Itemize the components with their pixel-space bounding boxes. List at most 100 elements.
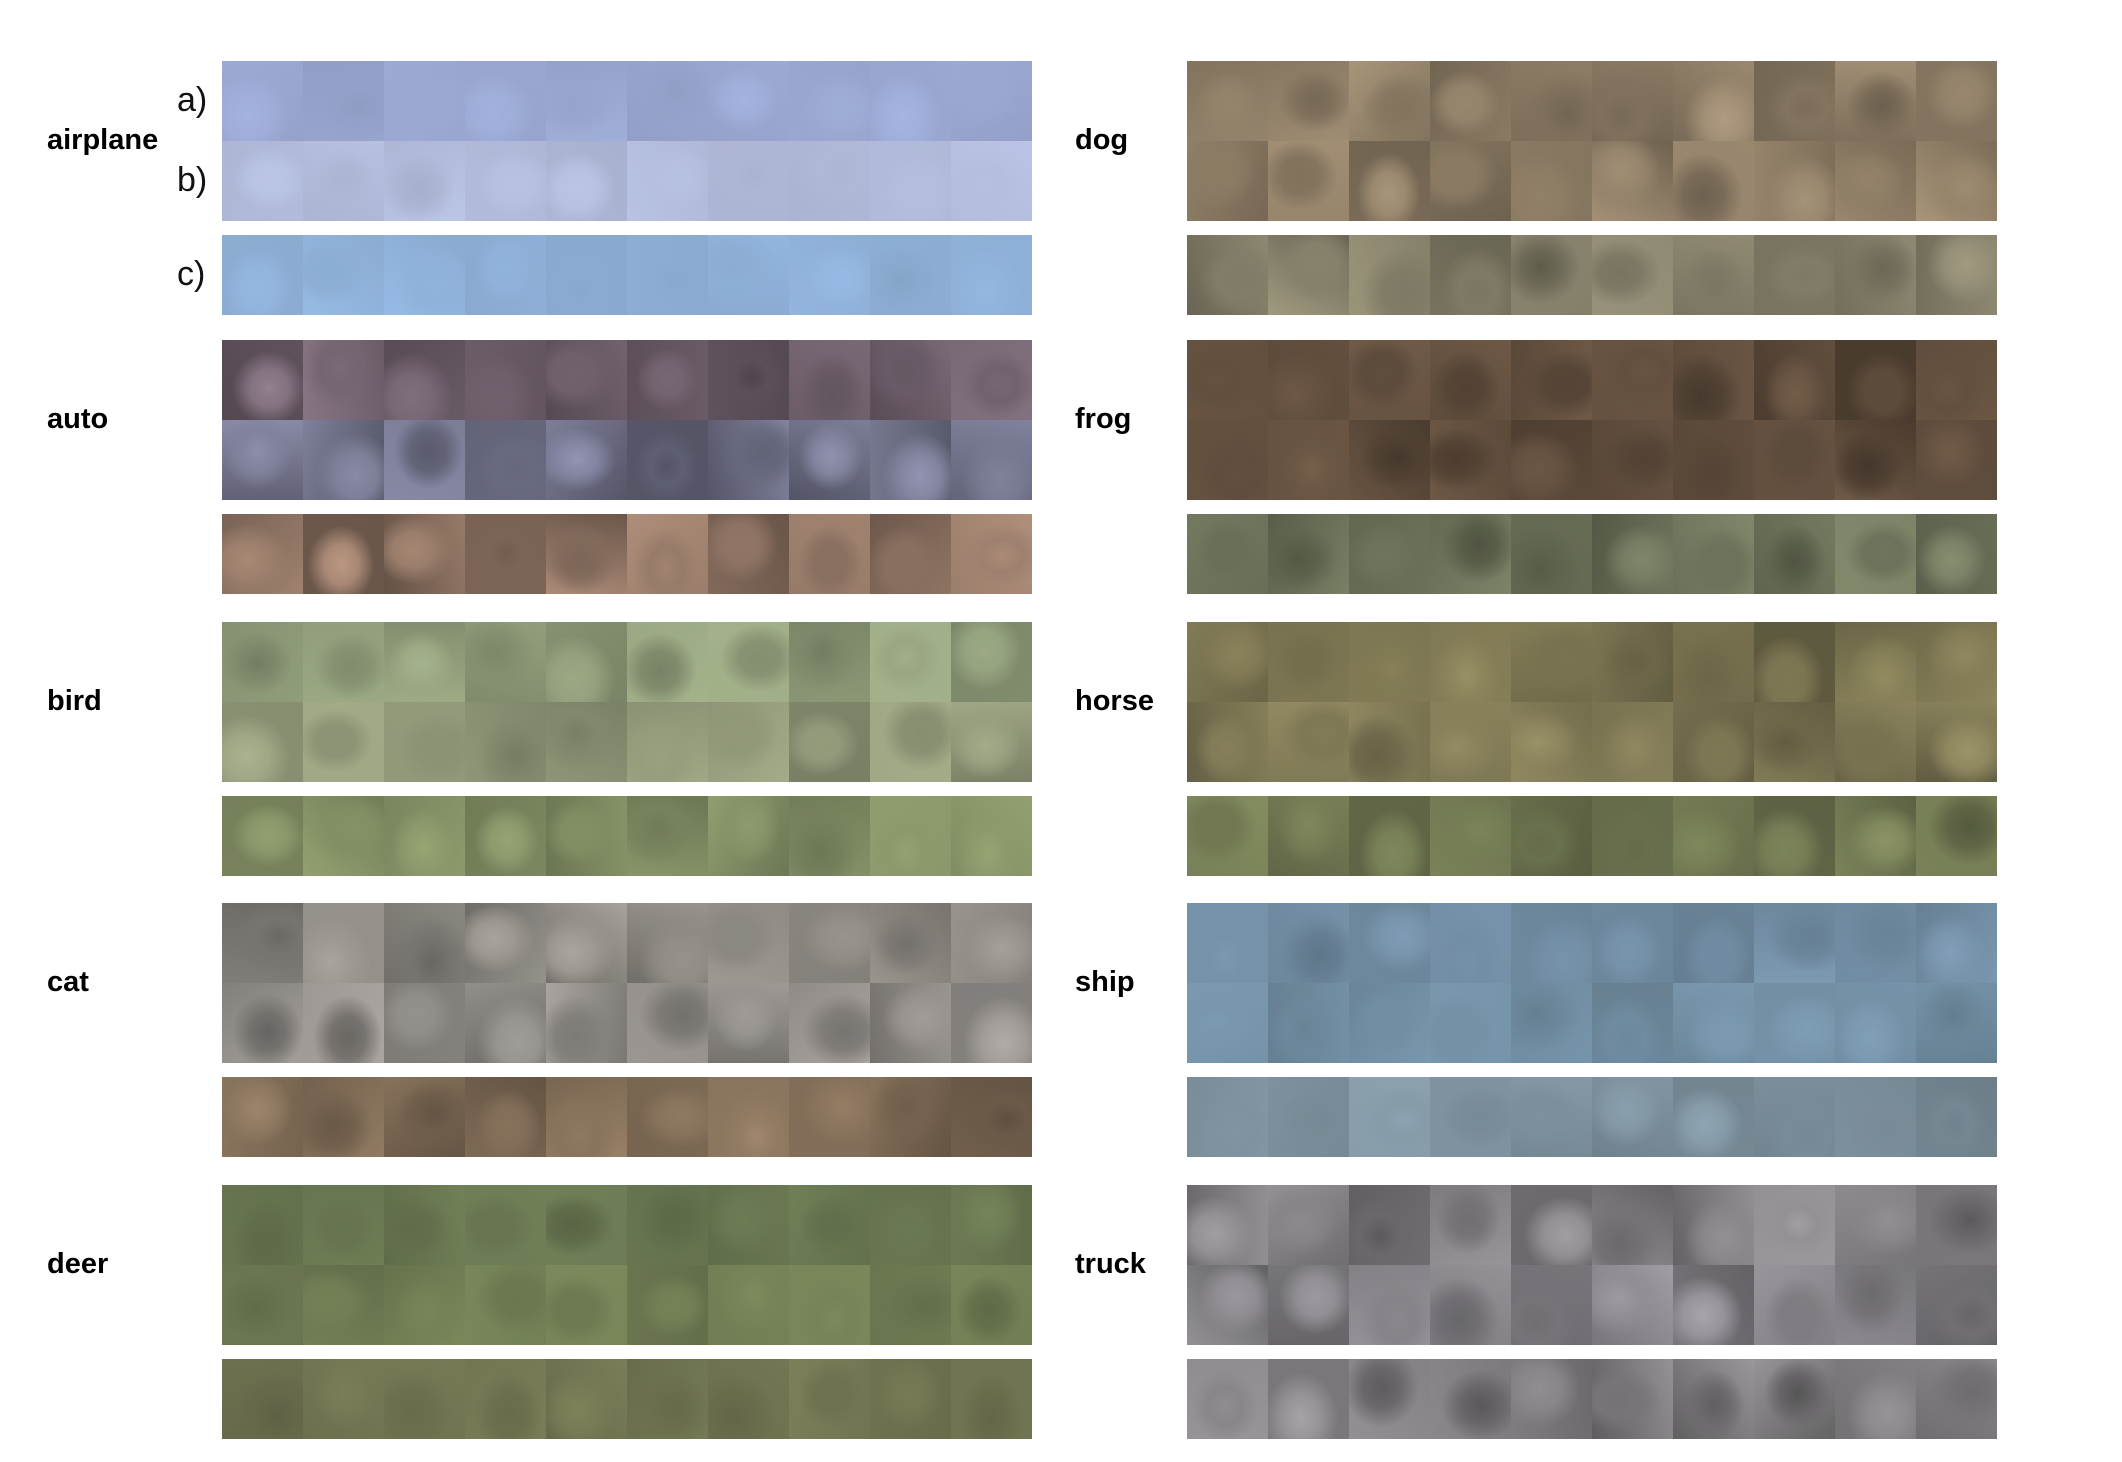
class-label-cat: cat: [47, 966, 89, 998]
row-marker-b: b): [177, 161, 208, 199]
sample-image: [708, 514, 789, 594]
sample-image: [1592, 61, 1673, 141]
sample-image: [708, 983, 789, 1063]
sample-image: [222, 420, 303, 500]
sample-image: [1916, 1359, 1997, 1439]
sample-image: [951, 235, 1032, 315]
sample-image: [384, 61, 465, 141]
sample-image: [1673, 340, 1754, 420]
sample-image: [1511, 702, 1592, 782]
class-label-bird: bird: [47, 685, 102, 717]
image-row-deer-b: [222, 1265, 1032, 1345]
sample-image: [303, 903, 384, 983]
sample-image: [708, 1077, 789, 1157]
sample-image: [1754, 61, 1835, 141]
sample-image: [789, 622, 870, 702]
sample-image: [1187, 61, 1268, 141]
sample-image: [384, 983, 465, 1063]
sample-image: [1916, 1185, 1997, 1265]
sample-image: [222, 796, 303, 876]
sample-image: [1430, 1185, 1511, 1265]
sample-image: [546, 1359, 627, 1439]
sample-image: [1268, 1359, 1349, 1439]
sample-image: [1430, 514, 1511, 594]
sample-image: [1835, 61, 1916, 141]
sample-image: [789, 340, 870, 420]
image-row-truck-b: [1187, 1265, 1997, 1345]
sample-image: [1835, 983, 1916, 1063]
sample-image: [465, 514, 546, 594]
sample-image: [1187, 1185, 1268, 1265]
sample-image: [789, 1265, 870, 1345]
sample-image: [1916, 622, 1997, 702]
sample-image: [546, 622, 627, 702]
sample-image: [870, 235, 951, 315]
sample-image: [1592, 1265, 1673, 1345]
sample-image: [1349, 903, 1430, 983]
sample-image: [789, 702, 870, 782]
sample-image: [1916, 235, 1997, 315]
sample-image: [1916, 1077, 1997, 1157]
image-row-cat-c: [222, 1077, 1032, 1157]
sample-image: [303, 702, 384, 782]
sample-image: [384, 1359, 465, 1439]
sample-image: [708, 622, 789, 702]
sample-image: [1511, 1077, 1592, 1157]
image-row-horse-c: [1187, 796, 1997, 876]
sample-image: [1187, 796, 1268, 876]
sample-image: [303, 420, 384, 500]
sample-image: [1673, 514, 1754, 594]
sample-image: [708, 141, 789, 221]
sample-image: [627, 1185, 708, 1265]
sample-image: [1349, 702, 1430, 782]
sample-image: [465, 702, 546, 782]
sample-image: [303, 622, 384, 702]
sample-image: [627, 141, 708, 221]
sample-image: [951, 340, 1032, 420]
sample-image: [303, 1359, 384, 1439]
sample-image: [1916, 340, 1997, 420]
sample-image: [1592, 235, 1673, 315]
sample-image: [546, 1077, 627, 1157]
sample-image: [789, 514, 870, 594]
sample-image: [1268, 903, 1349, 983]
sample-image: [1673, 622, 1754, 702]
sample-image: [1673, 983, 1754, 1063]
sample-image: [1268, 702, 1349, 782]
sample-image: [1430, 340, 1511, 420]
sample-image: [951, 1265, 1032, 1345]
sample-image: [1511, 1265, 1592, 1345]
sample-image: [951, 983, 1032, 1063]
sample-image: [1592, 796, 1673, 876]
sample-image: [303, 1077, 384, 1157]
sample-image: [951, 1359, 1032, 1439]
sample-image: [708, 61, 789, 141]
sample-image: [303, 1265, 384, 1345]
sample-image: [1835, 903, 1916, 983]
sample-image: [870, 702, 951, 782]
class-label-airplane: airplane: [47, 124, 159, 156]
sample-image: [1349, 1185, 1430, 1265]
sample-image: [465, 903, 546, 983]
sample-image: [303, 983, 384, 1063]
sample-image: [1835, 622, 1916, 702]
sample-image: [1349, 1359, 1430, 1439]
sample-image: [465, 1185, 546, 1265]
sample-image: [870, 1359, 951, 1439]
image-row-truck-a: [1187, 1185, 1997, 1265]
sample-image: [870, 141, 951, 221]
image-row-airplane-a: [222, 61, 1032, 141]
sample-image: [1835, 141, 1916, 221]
sample-image: [789, 1359, 870, 1439]
sample-image: [1511, 1185, 1592, 1265]
sample-image: [1268, 514, 1349, 594]
sample-image: [465, 1077, 546, 1157]
class-label-frog: frog: [1075, 403, 1132, 435]
sample-image: [1268, 235, 1349, 315]
image-row-horse-a: [1187, 622, 1997, 702]
sample-image: [1673, 420, 1754, 500]
sample-image: [303, 796, 384, 876]
sample-image: [1673, 1077, 1754, 1157]
sample-image: [1511, 141, 1592, 221]
sample-image: [1430, 796, 1511, 876]
